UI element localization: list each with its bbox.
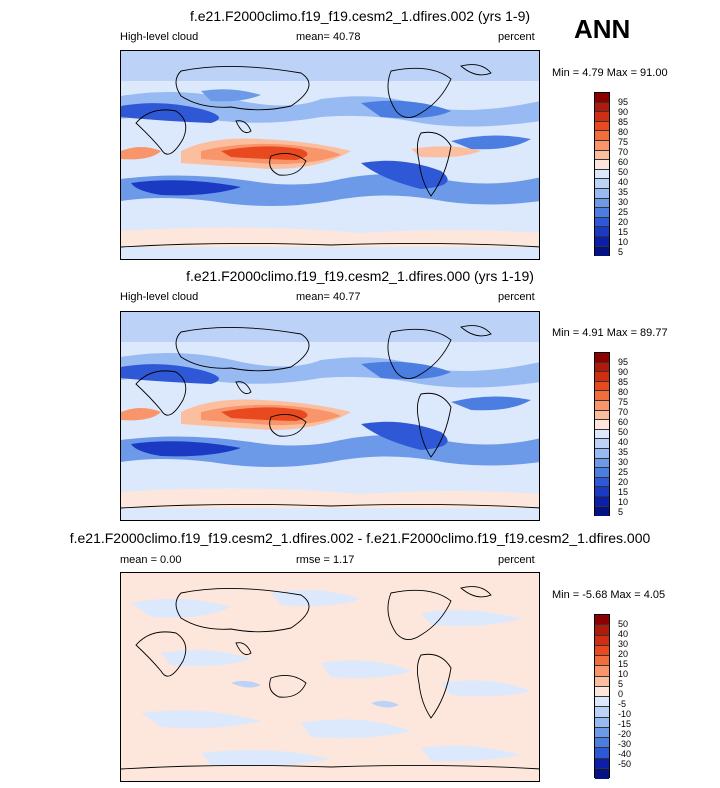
panel-1-cb-label: 40 — [618, 177, 629, 187]
panel-3-cb-label: -20 — [618, 729, 632, 739]
panel-3-cb-label: -30 — [618, 739, 632, 749]
panel-3-map — [120, 572, 540, 782]
panel-2-colorbar-labels: 95 90 85 80 75 70 60 50 40 35 30 25 20 1… — [618, 357, 628, 517]
panel-1-minmax: Min = 4.79 Max = 91.00 — [552, 67, 668, 79]
panel-3-mean: mean = 0.00 — [120, 554, 182, 566]
panel-2-cb-label: 50 — [618, 427, 629, 437]
panel-1-cb-label: 75 — [618, 137, 629, 147]
panel-1-cb-label: 60 — [618, 157, 629, 167]
panel-2-cb-label: 15 — [618, 487, 629, 497]
panel-1-title: f.e21.F2000climo.f19_f19.cesm2_1.dfires.… — [189, 8, 531, 24]
season-label: ANN — [574, 14, 631, 44]
panel-3-cb-label: -5 — [618, 699, 627, 709]
panel-3-units: percent — [498, 554, 535, 566]
panel-2-variable-label: High-level cloud — [120, 291, 199, 303]
panel-1-cb-label: 25 — [618, 207, 629, 217]
panel-1-cb-label: 95 — [618, 97, 629, 107]
panel-1-cb-label: 20 — [618, 217, 629, 227]
panel-2-units: percent — [498, 291, 535, 303]
panel-1-cb-label: 70 — [618, 147, 629, 157]
panel-1-map — [120, 50, 540, 260]
panel-2-cb-label: 80 — [618, 387, 629, 397]
panel-2-colorbar — [594, 352, 610, 517]
panel-3-colorbar — [594, 614, 610, 779]
panel-2-cb-label: 30 — [618, 457, 629, 467]
panel-1-cb-label: 5 — [618, 247, 624, 257]
panel-3-cb-label: 15 — [618, 659, 629, 669]
panel-3-cb-label: 50 — [618, 619, 629, 629]
panel-2-cb-label: 10 — [618, 497, 629, 507]
panel-2-cb-label: 25 — [618, 467, 629, 477]
panel-3-title: f.e21.F2000climo.f19_f19.cesm2_1.dfires.… — [69, 530, 651, 546]
panel-2-title: f.e21.F2000climo.f19_f19.cesm2_1.dfires.… — [186, 268, 534, 284]
panel-2-cb-label: 70 — [618, 407, 629, 417]
panel-2-cb-label: 40 — [618, 437, 629, 447]
panel-2-cb-label: 5 — [618, 507, 624, 517]
panel-2-cb-label: 60 — [618, 417, 629, 427]
panel-3-cb-label: -50 — [618, 759, 632, 769]
panel-1-cb-label: 50 — [618, 167, 629, 177]
panel-2-map-svg — [121, 312, 539, 520]
panel-3-rmse: rmse = 1.17 — [296, 554, 355, 566]
panel-2-cb-label: 95 — [618, 357, 629, 367]
panel-3-cb-label: 5 — [618, 679, 624, 689]
panel-1-cb-label: 10 — [618, 237, 629, 247]
panel-2-cb-label: 85 — [618, 377, 629, 387]
panel-3-cb-label: -40 — [618, 749, 632, 759]
panel-1-colorbar — [594, 92, 610, 257]
panel-2-cb-label: 90 — [618, 367, 629, 377]
panel-1-cb-label: 80 — [618, 127, 629, 137]
panel-1-cb-label: 15 — [618, 227, 629, 237]
panel-3-map-svg — [121, 573, 539, 781]
panel-3-cb-label: 10 — [618, 669, 629, 679]
panel-1-cb-label: 30 — [618, 197, 629, 207]
panel-2-cb-label: 75 — [618, 397, 629, 407]
panel-3-cb-label: -15 — [618, 719, 632, 729]
panel-2-minmax: Min = 4.91 Max = 89.77 — [552, 327, 668, 339]
panel-1-variable-label: High-level cloud — [120, 31, 199, 43]
panel-1-units: percent — [498, 31, 535, 43]
panel-3-cb-label: 0 — [618, 689, 624, 699]
panel-2-map — [120, 311, 540, 521]
panel-2-mean: mean= 40.77 — [296, 291, 361, 303]
panel-1-map-svg — [121, 51, 539, 259]
panel-3-cb-label: 30 — [618, 639, 629, 649]
panel-1-cb-label: 90 — [618, 107, 629, 117]
panel-2-cb-label: 35 — [618, 447, 629, 457]
panel-3-minmax: Min = -5.68 Max = 4.05 — [552, 589, 666, 601]
panel-1-mean: mean= 40.78 — [296, 31, 361, 43]
panel-3-colorbar-labels: 50 40 30 20 15 10 5 0 -5 -10 -15 -20 -30… — [618, 619, 631, 769]
panel-1-colorbar-labels: 95 90 85 80 75 70 60 50 40 35 30 25 20 1… — [618, 97, 628, 257]
panel-1-cb-label: 35 — [618, 187, 629, 197]
panel-1-cb-label: 85 — [618, 117, 629, 127]
panel-3-cb-label: 40 — [618, 629, 629, 639]
panel-3-cb-label: -10 — [618, 709, 632, 719]
panel-2-cb-label: 20 — [618, 477, 629, 487]
panel-3-cb-label: 20 — [618, 649, 629, 659]
